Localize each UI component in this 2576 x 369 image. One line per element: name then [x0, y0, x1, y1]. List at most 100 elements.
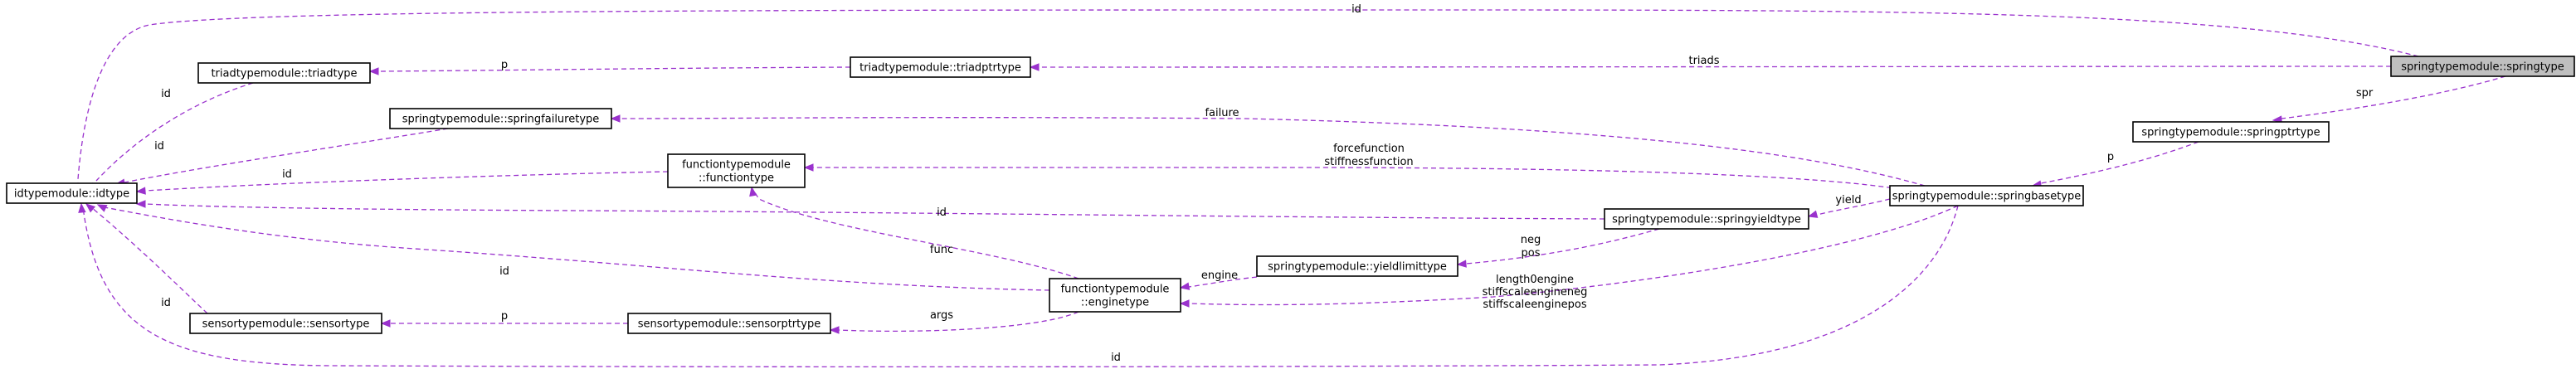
edge-springtype-to-triadptrtype: triads [1029, 55, 2392, 71]
edge-label: id [161, 297, 171, 309]
arrowhead-icon [749, 186, 757, 197]
node-triadptrtype[interactable]: triadtypemodule::triadptrtype [850, 56, 1031, 78]
edge-line [95, 82, 254, 182]
edge-line [90, 206, 208, 314]
edge-line [1038, 66, 2392, 68]
node-box [627, 313, 831, 334]
arrowhead-icon [1179, 299, 1190, 308]
edge-label: id [1111, 352, 1121, 364]
edge-label: triads [1688, 55, 1719, 67]
edge-enginetype-to-sensorptrtype: args [829, 309, 1079, 334]
edge-label: pos [1522, 247, 1541, 260]
node-springyieldtype[interactable]: springtypemodule::springyieldtype [1604, 208, 1809, 230]
edge-label: stiffscaleengineneg [1483, 286, 1588, 299]
edge-label: id [161, 88, 171, 100]
node-springfailuretype[interactable]: springtypemodule::springfailuretype [389, 108, 612, 129]
edge-label: failure [1205, 107, 1239, 119]
edge-line [813, 167, 1901, 190]
edge-functiontype-to-idtype: id [135, 168, 669, 195]
node-functiontype[interactable]: functiontypemodule::functiontype [667, 153, 806, 188]
edge-sensortype-to-idtype: id [85, 203, 208, 314]
node-label: springtypemodule::springfailuretype [402, 114, 600, 126]
edge-line [619, 117, 1926, 187]
edge-label: p [501, 310, 508, 323]
node-label: springtypemodule::yieldlimittype [1268, 261, 1447, 274]
edge-label: func [930, 244, 953, 256]
edge-line [144, 203, 1605, 220]
nodes-layer: springtypemodule::springtypeidtypemodule… [6, 56, 2575, 334]
edge-line [1188, 276, 1258, 288]
edge-line [752, 189, 1079, 279]
edge-label: id [282, 168, 292, 181]
node-label: springtypemodule::springptrtype [2141, 127, 2320, 139]
node-sensorptrtype[interactable]: sensortypemodule::sensorptrtype [627, 313, 831, 334]
edge-line [77, 9, 2419, 180]
edge-springptrtype-to-springbasetype: p [2031, 141, 2199, 188]
node-yieldlimittype[interactable]: springtypemodule::yieldlimittype [1256, 255, 1458, 277]
node-box [1256, 255, 1458, 277]
node-springtype[interactable]: springtypemodule::springtype [2390, 56, 2575, 77]
edge-label: id [499, 265, 509, 278]
node-triadtype[interactable]: triadtypemodule::triadtype [197, 62, 371, 84]
node-label: functiontypemodule [1061, 284, 1170, 296]
edge-label: args [930, 309, 953, 322]
edge-yieldlimittype-to-enginetype: engine [1179, 269, 1258, 290]
node-label: springtypemodule::springbasetype [1892, 191, 2082, 203]
edge-line [144, 171, 669, 192]
edge-label: stiffnessfunction [1324, 156, 1413, 168]
edge-springbasetype-to-springfailuretype: failure [610, 107, 1926, 187]
edge-line [838, 311, 1079, 333]
node-enginetype[interactable]: functiontypemodule::enginetype [1049, 278, 1181, 313]
node-label: springtypemodule::springyieldtype [1612, 214, 1801, 226]
node-box [6, 182, 138, 204]
arrowhead-icon [380, 319, 391, 328]
node-box [2132, 121, 2330, 143]
edge-springyieldtype-to-idtype: id [135, 200, 1605, 220]
node-box [850, 56, 1031, 78]
edge-triadtype-to-idtype: id [92, 82, 254, 193]
edge-label: spr [2356, 87, 2374, 100]
edge-line [1465, 228, 1660, 265]
edge-line [124, 128, 449, 183]
node-label: sensortypemodule::sensortype [202, 318, 370, 331]
edge-sensorptrtype-to-sensortype: p [380, 310, 628, 328]
node-label: triadtypemodule::triadptrtype [859, 62, 1021, 75]
node-label: ::functiontype [699, 172, 774, 185]
arrowhead-icon [1456, 260, 1467, 268]
edge-line [82, 205, 1959, 368]
node-idtype[interactable]: idtypemodule::idtype [6, 182, 138, 204]
edge-label: stiffscaleenginepos [1483, 299, 1586, 311]
arrowhead-icon [1029, 63, 1040, 71]
edge-label: forcefunction [1333, 143, 1405, 155]
edge-springtype-to-idtype: id [74, 3, 2419, 192]
arrowhead-icon [78, 202, 86, 213]
edge-springbasetype-to-enginetype: length0enginestiffscaleenginenegstiffsca… [1179, 205, 1959, 311]
node-box [197, 62, 371, 84]
edge-springbasetype-to-idtype: id [78, 202, 1959, 368]
node-label: sensortypemodule::sensorptrtype [638, 318, 821, 331]
edge-line [377, 66, 851, 72]
node-box [2390, 56, 2575, 77]
edge-label: engine [1201, 269, 1238, 282]
node-label: triadtypemodule::triadtype [211, 68, 357, 80]
node-label: springtypemodule::springtype [2401, 61, 2564, 74]
node-springbasetype[interactable]: springtypemodule::springbasetype [1889, 185, 2084, 206]
edge-label: id [154, 140, 164, 153]
edge-enginetype-to-functiontype: func [749, 186, 1079, 279]
arrowhead-icon [1807, 210, 1819, 218]
arrowhead-icon [829, 326, 840, 334]
edge-line [104, 206, 1050, 291]
edge-springbasetype-to-springyieldtype: yield [1807, 194, 1891, 218]
node-springptrtype[interactable]: springtypemodule::springptrtype [2132, 121, 2330, 143]
edge-triadptrtype-to-triadtype: p [368, 59, 851, 75]
arrowhead-icon [803, 163, 814, 172]
edge-label: p [501, 59, 508, 71]
arrowhead-icon [135, 187, 146, 195]
arrowhead-icon [85, 203, 96, 213]
edge-label: id [937, 206, 947, 219]
edge-line [2281, 75, 2506, 119]
node-sensortype[interactable]: sensortypemodule::sensortype [189, 313, 382, 334]
